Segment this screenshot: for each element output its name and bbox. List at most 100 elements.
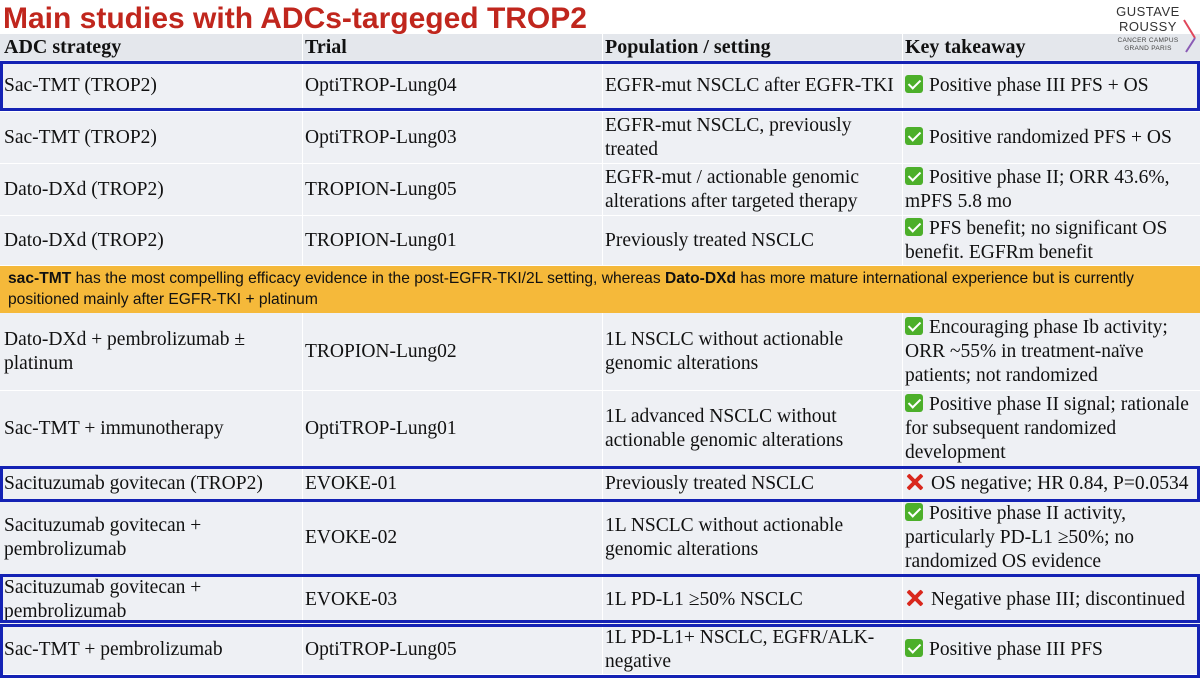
- population-text: EGFR-mut / actionable genomic alteration…: [605, 167, 859, 212]
- logo-line-1: GUSTAVE: [1116, 4, 1180, 19]
- cell-trial: OptiTROP-Lung05: [305, 625, 601, 675]
- population-text: EGFR-mut NSCLC after EGFR-TKI: [605, 75, 894, 96]
- cell-trial: TROPION-Lung05: [305, 164, 601, 216]
- cell-takeaway: Positive phase II activity, particularly…: [905, 501, 1198, 575]
- highlight-box-evoke-03: [0, 574, 1200, 623]
- takeaway-content: OS negative; HR 0.84, P=0.0534: [905, 472, 1188, 496]
- cell-takeaway: Positive phase II; ORR 43.6%, mPFS 5.8 m…: [905, 164, 1198, 216]
- logo-line-4: GRAND PARIS: [1124, 45, 1172, 52]
- cell-takeaway: Positive phase II signal; rationale for …: [905, 391, 1198, 467]
- row-divider: [0, 111, 1200, 112]
- highlight-box-evoke-01: [0, 466, 1200, 502]
- column-divider: [302, 34, 303, 266]
- takeaway-content: Positive phase II signal; rationale for …: [905, 393, 1194, 465]
- table-row: [0, 625, 1200, 675]
- population-text: 1L PD-L1 ≥50% NSCLC: [605, 589, 803, 610]
- check-mark-icon: [905, 503, 923, 521]
- column-divider: [902, 313, 903, 675]
- takeaway-content: Positive phase III PFS + OS: [905, 74, 1149, 98]
- cell-strategy: Sac-TMT (TROP2): [4, 60, 301, 112]
- trial-text: OptiTROP-Lung01: [305, 418, 457, 439]
- table-row: [0, 164, 1200, 216]
- trial-text: OptiTROP-Lung05: [305, 639, 457, 660]
- takeaway-text: Positive randomized PFS + OS: [929, 127, 1172, 148]
- cell-trial: EVOKE-03: [305, 575, 601, 625]
- column-header-4: Key takeaway: [905, 36, 1026, 58]
- cell-population: 1L advanced NSCLC without actionable gen…: [605, 391, 901, 467]
- strategy-text: Dato-DXd + pembrolizumab ± platinum: [4, 329, 246, 374]
- table-row: [0, 467, 1200, 501]
- strategy-text: Sac-TMT (TROP2): [4, 127, 157, 148]
- banner-text-2: has more mature international experience…: [8, 270, 1134, 308]
- cell-strategy: Dato-DXd (TROP2): [4, 164, 301, 216]
- table-row: [0, 112, 1200, 164]
- strategy-text: Sacituzumab govitecan (TROP2): [4, 473, 263, 494]
- check-mark-icon: [905, 167, 923, 185]
- cell-trial: TROPION-Lung02: [305, 313, 601, 391]
- cell-strategy: Dato-DXd (TROP2): [4, 216, 301, 266]
- cell-strategy: Sac-TMT + pembrolizumab: [4, 625, 301, 675]
- check-mark-icon: [905, 75, 923, 93]
- column-divider: [902, 34, 903, 266]
- trial-text: EVOKE-01: [305, 473, 398, 494]
- strategy-text: Sacituzumab govitecan + pembrolizumab: [4, 577, 202, 622]
- trial-text: TROPION-Lung05: [305, 179, 457, 200]
- highlight-box-optitrop-lung05: [0, 624, 1200, 678]
- trial-text: TROPION-Lung02: [305, 341, 457, 362]
- banner-text-1: has the most compelling efficacy evidenc…: [71, 270, 665, 287]
- row-divider: [0, 163, 1200, 164]
- banner-bold-dato-dxd: Dato-DXd: [664, 270, 737, 287]
- population-text: Previously treated NSCLC: [605, 230, 815, 251]
- row-divider: [0, 390, 1200, 391]
- banner-bold-sac-tmt: sac-TMT: [8, 270, 72, 287]
- takeaway-content: Positive phase III PFS: [905, 638, 1103, 662]
- cell-trial: OptiTROP-Lung01: [305, 391, 601, 467]
- cell-trial: EVOKE-02: [305, 501, 601, 575]
- cell-trial: TROPION-Lung01: [305, 216, 601, 266]
- population-text: 1L advanced NSCLC without actionable gen…: [605, 406, 844, 451]
- table-row: [0, 60, 1200, 112]
- population-text: 1L PD-L1+ NSCLC, EGFR/ALK-negative: [605, 627, 875, 672]
- cell-takeaway: Negative phase III; discontinued: [905, 575, 1198, 625]
- cell-population: EGFR-mut / actionable genomic alteration…: [605, 164, 901, 216]
- column-divider: [602, 34, 603, 266]
- check-mark-icon: [905, 218, 923, 236]
- column-divider: [602, 313, 603, 675]
- takeaway-text: Encouraging phase Ib activity; ORR ~55% …: [905, 317, 1168, 386]
- takeaway-text: Positive phase III PFS: [929, 639, 1103, 660]
- cell-strategy: Sacituzumab govitecan + pembrolizumab: [4, 575, 301, 625]
- highlight-box-optitrop-lung04: [0, 61, 1200, 111]
- check-mark-icon: [905, 394, 923, 412]
- cell-takeaway: Positive randomized PFS + OS: [905, 112, 1198, 164]
- column-divider: [302, 313, 303, 675]
- strategy-text: Sac-TMT (TROP2): [4, 75, 157, 96]
- strategy-text: Dato-DXd (TROP2): [4, 179, 164, 200]
- trial-text: TROPION-Lung01: [305, 230, 457, 251]
- cell-population: Previously treated NSCLC: [605, 467, 901, 501]
- cell-takeaway: PFS benefit; no significant OS benefit. …: [905, 216, 1198, 266]
- cell-trial: OptiTROP-Lung04: [305, 60, 601, 112]
- table-row: [0, 313, 1200, 391]
- cell-population: Previously treated NSCLC: [605, 216, 901, 266]
- column-header-1: ADC strategy: [4, 36, 122, 58]
- cell-population: 1L PD-L1 ≥50% NSCLC: [605, 575, 901, 625]
- logo-mark-icon: [1183, 19, 1196, 53]
- cell-strategy: Sac-TMT (TROP2): [4, 112, 301, 164]
- trial-text: OptiTROP-Lung04: [305, 75, 457, 96]
- cell-strategy: Sacituzumab govitecan + pembrolizumab: [4, 501, 301, 575]
- logo-line-2: ROUSSY: [1119, 19, 1177, 34]
- summary-banner: sac-TMT has the most compelling efficacy…: [0, 266, 1200, 313]
- cell-takeaway: Positive phase III PFS: [905, 625, 1198, 675]
- cell-population: 1L NSCLC without actionable genomic alte…: [605, 313, 901, 391]
- row-divider: [0, 215, 1200, 216]
- population-text: 1L NSCLC without actionable genomic alte…: [605, 515, 844, 560]
- takeaway-content: PFS benefit; no significant OS benefit. …: [905, 217, 1194, 265]
- cell-population: 1L NSCLC without actionable genomic alte…: [605, 501, 901, 575]
- cell-trial: EVOKE-01: [305, 467, 601, 501]
- cell-population: 1L PD-L1+ NSCLC, EGFR/ALK-negative: [605, 625, 901, 675]
- takeaway-content: Positive randomized PFS + OS: [905, 126, 1172, 150]
- population-text: EGFR-mut NSCLC, previously treated: [605, 115, 852, 160]
- population-text: 1L NSCLC without actionable genomic alte…: [605, 329, 844, 374]
- column-header-2: Trial: [305, 36, 347, 58]
